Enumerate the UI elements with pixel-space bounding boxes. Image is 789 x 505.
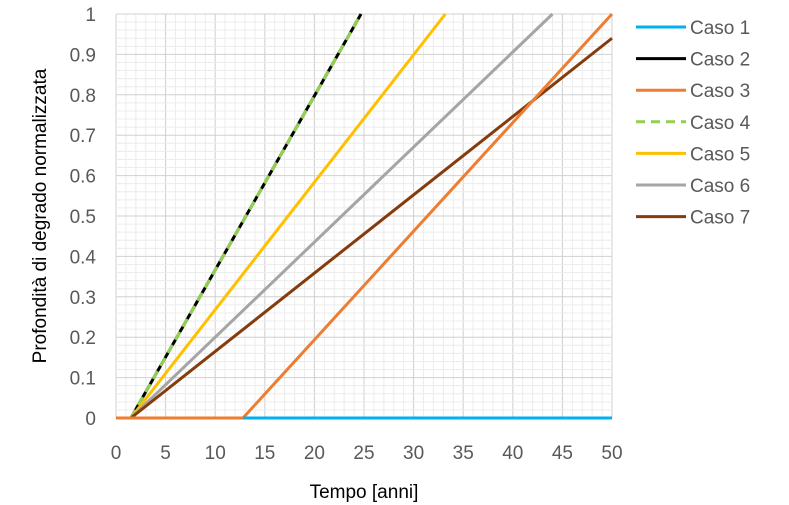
- x-tick-label: 15: [254, 443, 275, 464]
- y-tick-label: 0.9: [70, 45, 96, 66]
- legend: Caso 1 Caso 2 Caso 3 Caso 4 Caso 5 Caso 6 Caso…: [636, 18, 751, 229]
- x-tick-label: 35: [453, 443, 474, 464]
- x-tick-label: 50: [601, 443, 622, 464]
- y-tick-label: 1: [85, 5, 96, 26]
- x-tick-label: 0: [111, 443, 122, 464]
- legend-label-caso-2: Caso 2: [690, 50, 750, 71]
- x-tick-label: 25: [353, 443, 374, 464]
- x-tick-label: 5: [160, 443, 171, 464]
- legend-label-caso-6: Caso 6: [690, 176, 750, 197]
- legend-label-caso-7: Caso 7: [690, 208, 750, 229]
- y-axis-title: Profondità di degrado normalizzata: [30, 68, 51, 363]
- x-tick-labels: 0 5 10 15 20 25 30 35 40 45 50: [111, 443, 623, 464]
- series-caso-6-line: [129, 12, 554, 420]
- y-tick-label: 0.7: [70, 126, 96, 147]
- y-tick-label: 0.3: [70, 288, 96, 309]
- legend-label-caso-1: Caso 1: [690, 18, 750, 39]
- series-caso-4-line: [129, 13, 363, 419]
- y-tick-label: 0.8: [70, 86, 96, 107]
- y-tick-label: 0.1: [70, 369, 96, 390]
- y-tick-labels: 0 0.1 0.2 0.3 0.4 0.5 0.6 0.7 0.8 0.9 1: [70, 5, 97, 430]
- y-tick-label: 0.2: [70, 328, 96, 349]
- y-tick-label: 0.6: [70, 167, 96, 188]
- x-tick-label: 10: [205, 443, 226, 464]
- x-tick-label: 20: [304, 443, 325, 464]
- x-axis-title: Tempo [anni]: [310, 482, 419, 503]
- legend-label-caso-3: Caso 3: [690, 81, 750, 102]
- x-tick-label: 45: [552, 443, 573, 464]
- legend-label-caso-5: Caso 5: [690, 144, 750, 165]
- series-layer: [116, 12, 614, 420]
- y-tick-label: 0: [85, 409, 96, 430]
- series-caso-5-line: [129, 13, 447, 419]
- y-tick-label: 0.5: [70, 207, 96, 228]
- y-tick-label: 0.4: [70, 247, 97, 268]
- x-tick-label: 30: [403, 443, 424, 464]
- grid-lines: [115, 13, 613, 419]
- legend-label-caso-4: Caso 4: [690, 113, 751, 134]
- x-tick-label: 40: [502, 443, 523, 464]
